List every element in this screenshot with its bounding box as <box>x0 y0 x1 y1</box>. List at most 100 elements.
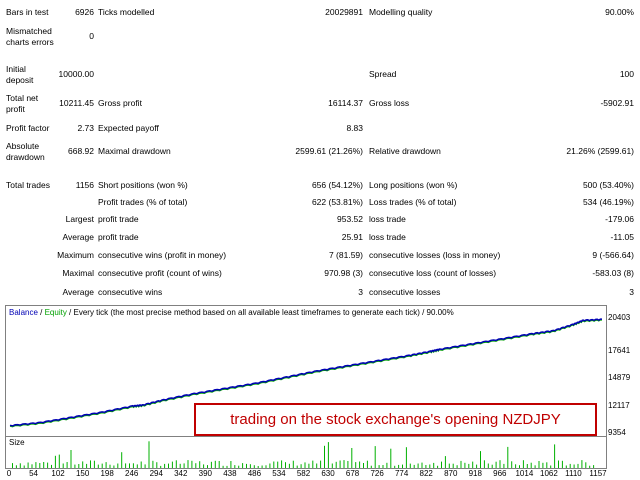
size-bar <box>452 463 454 468</box>
max-cons-losses-label: consecutive losses (loss in money) <box>369 250 501 260</box>
max-cons-losses-value: 9 (-566.64) <box>592 250 634 260</box>
size-bar <box>140 461 142 468</box>
size-bar <box>51 464 52 468</box>
size-bar <box>43 462 45 468</box>
size-bar <box>343 460 345 468</box>
x-tick-label: 726 <box>370 469 384 478</box>
size-bar <box>207 465 208 468</box>
size-bar <box>230 461 232 468</box>
y-tick-label: 20403 <box>608 313 631 322</box>
size-bar <box>175 460 177 468</box>
size-bar <box>398 464 400 468</box>
x-tick-label: 774 <box>394 469 409 478</box>
size-bar <box>366 460 368 468</box>
mismatched-value: 0 <box>89 31 94 41</box>
average-label: Average <box>62 232 94 242</box>
size-bar <box>58 454 60 468</box>
size-bar <box>54 455 56 468</box>
size-bar <box>160 465 162 468</box>
x-tick-label: 246 <box>125 469 139 478</box>
size-bar <box>242 463 244 468</box>
x-tick-label: 582 <box>296 469 311 478</box>
initial-deposit-label-1: Initial <box>6 64 26 74</box>
size-bar <box>214 460 216 468</box>
size-bar <box>66 462 68 468</box>
size-bar <box>105 462 107 468</box>
average-profit-label: profit trade <box>98 232 139 242</box>
modelling-quality-label: Modelling quality <box>369 7 433 17</box>
size-bar <box>347 461 349 468</box>
size-bar <box>187 460 189 468</box>
size-bar <box>31 464 33 468</box>
profit-trades-label: Profit trades (% of total) <box>98 197 188 207</box>
x-tick-label: 150 <box>75 469 90 478</box>
size-bar <box>191 460 193 468</box>
size-bar <box>152 460 154 468</box>
mismatched-label-2: charts errors <box>6 37 54 47</box>
size-bar <box>585 462 587 468</box>
max-cons-wins-value: 7 (81.59) <box>328 250 363 260</box>
gross-profit-label: Gross profit <box>98 98 142 108</box>
size-bar <box>226 465 228 468</box>
maximal-cons-loss-label: consecutive loss (count of losses) <box>369 268 497 278</box>
maximal-cons-loss-value: -583.03 (8) <box>592 268 634 278</box>
long-positions-value: 500 (53.40%) <box>582 180 634 190</box>
size-bar <box>257 466 259 468</box>
x-tick-label: 1014 <box>515 469 534 478</box>
size-bar <box>156 462 158 468</box>
initial-deposit-value: 10000.00 <box>58 69 94 79</box>
avg-cons-losses-value: 3 <box>629 287 634 297</box>
size-bar <box>62 463 64 468</box>
maximal-drawdown-value: 2599.61 (21.26%) <box>295 146 363 156</box>
size-bar <box>460 460 462 468</box>
y-tick-label: 17641 <box>608 346 631 355</box>
size-bar <box>132 463 134 468</box>
size-bar <box>121 452 123 468</box>
size-bar <box>15 465 17 468</box>
size-bar <box>441 461 442 468</box>
balance-line <box>9 318 602 427</box>
size-bar <box>238 465 240 468</box>
size-bar <box>476 464 478 468</box>
size-bar <box>292 460 294 468</box>
size-bar <box>296 465 298 468</box>
size-bar <box>581 460 583 468</box>
annotation-callout: trading on the stock exchange's opening … <box>194 403 597 436</box>
size-bar <box>195 463 197 468</box>
x-tick-label: 870 <box>444 469 458 478</box>
size-bar <box>370 465 372 468</box>
bars-in-test-value: 6926 <box>75 7 94 17</box>
avg-cons-wins-label: consecutive wins <box>98 287 163 297</box>
total-trades-label: Total trades <box>6 180 50 190</box>
absolute-drawdown-label-2: drawdown <box>6 152 45 162</box>
max-cons-wins-label: consecutive wins (profit in money) <box>98 250 227 260</box>
size-bar <box>394 465 396 468</box>
size-bar <box>97 464 99 468</box>
size-bar <box>526 464 528 468</box>
size-bar <box>561 460 563 468</box>
size-bar <box>413 464 415 468</box>
size-bar <box>269 463 271 468</box>
size-bar <box>444 456 446 468</box>
size-bar <box>417 463 419 468</box>
size-bar <box>546 462 548 468</box>
size-bar <box>483 460 485 468</box>
x-tick-label: 102 <box>51 469 65 478</box>
x-tick-label: 438 <box>223 469 237 478</box>
largest-loss-value: -179.06 <box>605 214 634 224</box>
x-tick-label: 822 <box>419 469 433 478</box>
largest-profit-label: profit trade <box>98 214 139 224</box>
y-tick-label: 12117 <box>608 401 630 410</box>
size-bar <box>125 463 127 468</box>
size-bar <box>339 460 341 468</box>
size-bar <box>253 465 255 468</box>
size-bar <box>480 451 481 468</box>
size-bar <box>468 463 470 468</box>
size-bar <box>550 465 552 468</box>
average-loss-label: loss trade <box>369 232 406 242</box>
x-tick-label: 630 <box>321 469 335 478</box>
size-bar <box>378 465 380 468</box>
size-bar <box>47 462 49 468</box>
x-tick-label: 54 <box>29 469 38 478</box>
size-bar <box>144 464 146 468</box>
